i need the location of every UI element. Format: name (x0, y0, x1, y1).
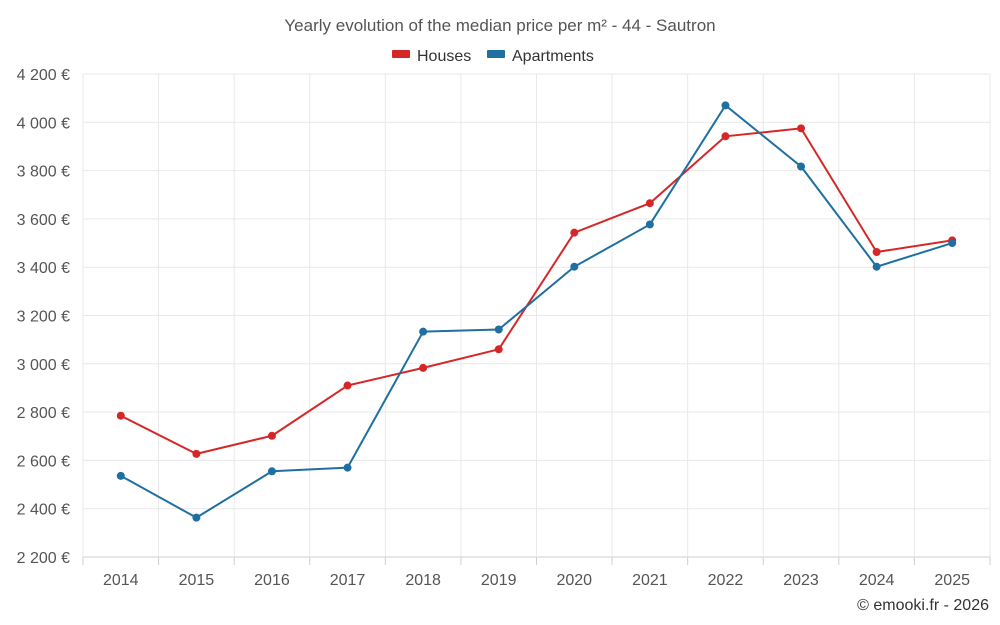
data-point-apartments-2019[interactable] (494, 325, 503, 334)
y-tick-label: 3 800 € (17, 164, 70, 181)
x-axis-ticks: 2014 2015 2016 2017 2018 2019 2020 2021 2022 2023… (82, 557, 991, 589)
y-axis-ticks: 2 200 € 2 400 € 2 600 € 2 800 € 3 000 € 3 200… (17, 67, 70, 567)
y-tick-label: 3 400 € (17, 260, 70, 277)
data-point-houses-2019[interactable] (494, 345, 503, 354)
data-point-apartments-2024[interactable] (872, 262, 881, 271)
grid (82, 73, 991, 558)
data-point-apartments-2018[interactable] (419, 327, 428, 336)
x-tick-label: 2024 (859, 572, 895, 589)
y-tick-label: 2 400 € (17, 502, 70, 519)
chart-title: Yearly evolution of the median price per… (284, 16, 715, 35)
legend: Houses Apartments (392, 48, 594, 65)
data-point-apartments-2022[interactable] (721, 101, 730, 110)
data-point-houses-2017[interactable] (343, 381, 352, 390)
series-line-apartments (120, 104, 953, 519)
x-tick-label: 2020 (556, 572, 592, 589)
data-point-apartments-2020[interactable] (570, 262, 579, 271)
data-point-houses-2016[interactable] (267, 431, 276, 440)
data-point-houses-2023[interactable] (797, 124, 806, 133)
x-tick-label: 2018 (405, 572, 441, 589)
y-tick-label: 3 000 € (17, 357, 70, 374)
y-tick-label: 4 200 € (17, 67, 70, 84)
x-tick-label: 2017 (330, 572, 366, 589)
x-tick-label: 2019 (481, 572, 517, 589)
x-tick-label: 2023 (783, 572, 819, 589)
legend-swatch-apartments (487, 50, 505, 58)
data-point-apartments-2014[interactable] (116, 471, 125, 480)
series-line-houses (120, 127, 953, 455)
data-point-houses-2020[interactable] (570, 228, 579, 237)
x-tick-label: 2022 (708, 572, 744, 589)
data-point-apartments-2025[interactable] (948, 239, 957, 248)
data-point-houses-2014[interactable] (116, 411, 125, 420)
data-point-apartments-2016[interactable] (267, 467, 276, 476)
legend-swatch-houses (392, 50, 410, 58)
data-point-apartments-2023[interactable] (797, 162, 806, 171)
x-tick-label: 2021 (632, 572, 668, 589)
data-point-houses-2018[interactable] (419, 363, 428, 372)
data-point-houses-2022[interactable] (721, 132, 730, 141)
data-point-apartments-2015[interactable] (192, 513, 201, 522)
series-points (116, 101, 957, 522)
y-tick-label: 2 800 € (17, 405, 70, 422)
y-tick-label: 4 000 € (17, 115, 70, 132)
x-tick-label: 2016 (254, 572, 290, 589)
data-point-houses-2015[interactable] (192, 449, 201, 458)
data-point-houses-2021[interactable] (645, 199, 654, 208)
x-tick-label: 2014 (103, 572, 139, 589)
data-point-apartments-2017[interactable] (343, 463, 352, 472)
y-tick-label: 3 600 € (17, 212, 70, 229)
x-tick-label: 2015 (179, 572, 215, 589)
y-tick-label: 2 200 € (17, 550, 70, 567)
y-tick-label: 3 200 € (17, 309, 70, 326)
data-point-apartments-2021[interactable] (645, 220, 654, 229)
legend-label-houses[interactable]: Houses (417, 48, 471, 65)
data-point-houses-2024[interactable] (872, 247, 881, 256)
x-tick-label: 2025 (934, 572, 970, 589)
series-lines (120, 104, 953, 519)
credit-text: © emooki.fr - 2026 (857, 597, 989, 614)
legend-label-apartments[interactable]: Apartments (512, 48, 594, 65)
y-tick-label: 2 600 € (17, 453, 70, 470)
